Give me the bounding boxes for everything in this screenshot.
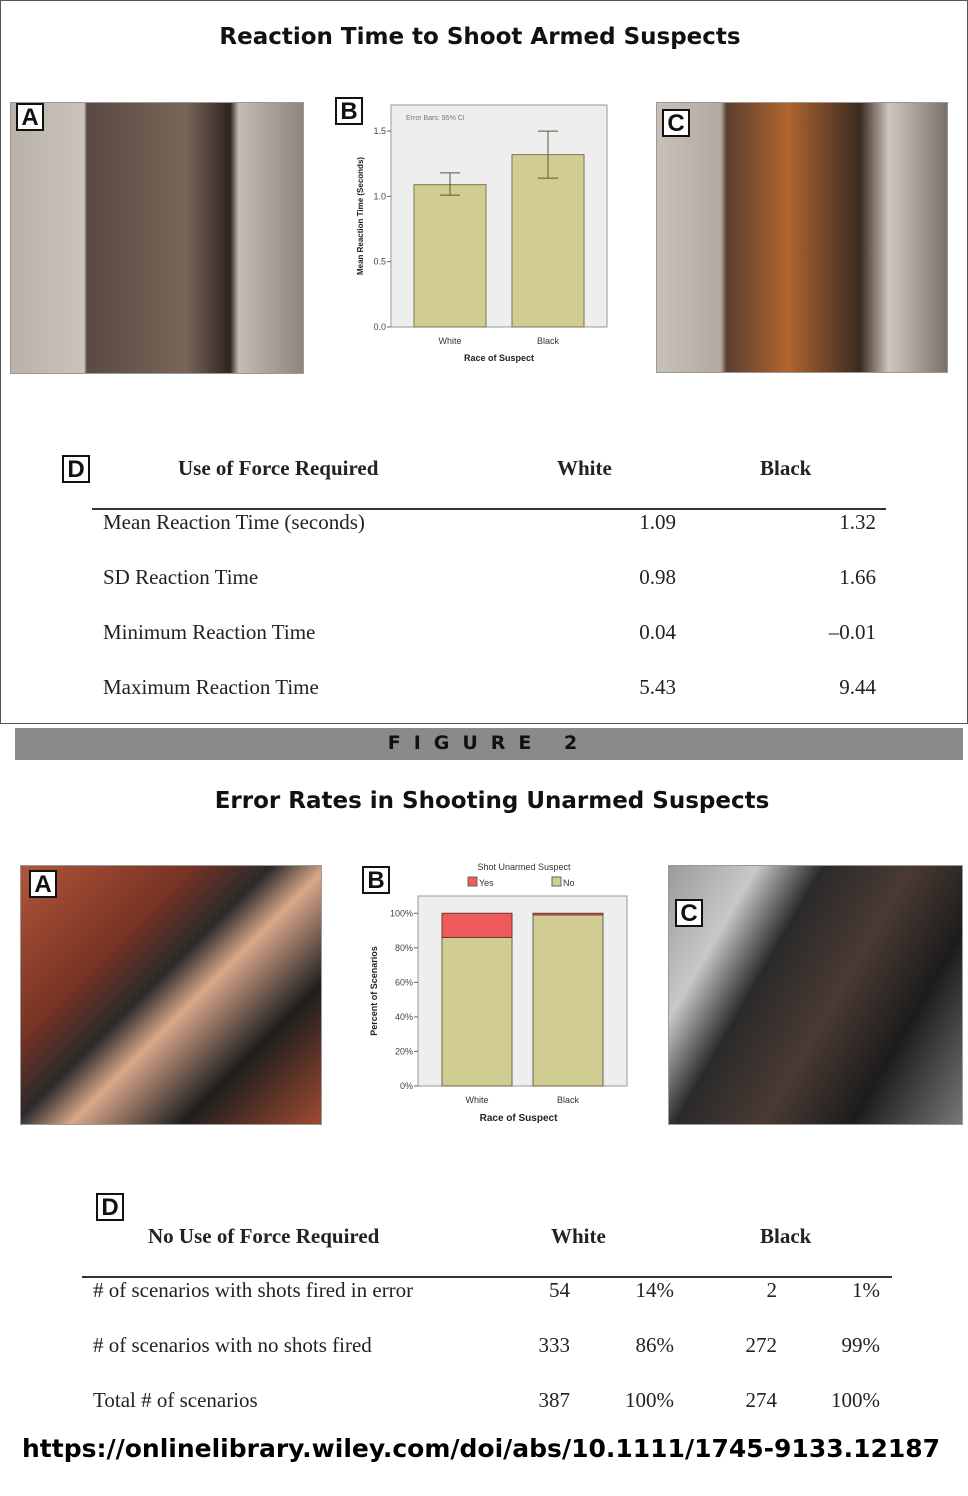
panel-label-c: C [662,109,690,137]
black-count: 274 [745,1388,778,1412]
table1-header-label: Use of Force Required [178,456,379,480]
figure-banner: FIGURE 2 [15,728,963,760]
y-tick-label: 1.0 [373,191,386,201]
table2-header-black: Black [760,1224,812,1248]
white-count: 54 [549,1278,570,1302]
panel-label-b: B [335,97,363,125]
white-percent: 86% [635,1333,675,1357]
y-axis-label: Percent of Scenarios [369,946,379,1036]
black-percent: 1% [852,1278,880,1302]
white-percent: 100% [625,1388,674,1412]
bar-white [413,184,487,328]
white-count: 387 [538,1388,571,1412]
white-value: 0.98 [639,565,676,589]
legend-label-yes: Yes [479,878,494,888]
black-percent: 99% [841,1333,881,1357]
figure-banner-text: FIGURE 2 [387,732,591,754]
y-tick-label: 0.5 [373,257,386,267]
y-tick-label: 100% [390,908,413,918]
photo-black-suspect-unarmed [668,865,963,1125]
panel-label-d2: D [96,1193,124,1221]
x-tick-label: Black [557,1095,580,1105]
figure-2-title: Error Rates in Shooting Unarmed Suspects [214,788,770,814]
reaction-time-chart: Error Bars: 95% CI 0.0 0.5 1.0 1.5 White Black… [356,104,608,363]
row-label: Mean Reaction Time (seconds) [103,510,365,534]
y-tick-label: 80% [395,943,413,953]
y-axis-label: Mean Reaction Time (Seconds) [356,157,365,275]
bar-no-black [532,914,604,1087]
table1-header-white: White [557,456,612,480]
bar-yes-white [441,912,513,938]
row-label: # of scenarios with no shots fired [93,1333,372,1357]
black-value: 1.66 [839,565,876,589]
white-value: 0.04 [639,620,676,644]
error-bar-annotation: Error Bars: 95% CI [406,115,465,122]
black-value: 9.44 [839,675,876,699]
table2-header-label: No Use of Force Required [148,1224,380,1248]
row-label: # of scenarios with shots fired in error [93,1278,414,1302]
white-percent: 14% [635,1278,675,1302]
panel-label-a2: A [29,870,57,898]
row-label: SD Reaction Time [103,565,259,589]
table2-rule [82,1276,892,1278]
legend-title: Shot Unarmed Suspect [477,862,571,872]
panel-label-a: A [16,103,44,131]
x-tick-label: White [465,1095,488,1105]
bar-no-white [441,936,513,1087]
bar-black [511,154,585,328]
table2-header-white: White [551,1224,606,1248]
y-tick-label: 0% [400,1081,413,1091]
x-tick-label: Black [537,336,560,346]
row-label: Total # of scenarios [93,1388,258,1412]
y-tick-label: 40% [395,1012,413,1022]
photo-black-suspect-armed [656,102,948,373]
table1-header-black: Black [760,456,812,480]
legend-swatch-yes [467,876,478,887]
white-value: 5.43 [639,675,676,699]
y-tick-label: 20% [395,1046,413,1056]
black-value: 1.32 [839,510,876,534]
legend-label-no: No [563,878,575,888]
y-tick-label: 0.0 [373,322,386,332]
figure-1-title: Reaction Time to Shoot Armed Suspects [219,24,741,50]
black-count: 272 [745,1333,778,1357]
table1-rule [92,508,886,510]
photo-white-suspect-unarmed [20,865,322,1125]
row-label: Minimum Reaction Time [103,620,316,644]
panel-label-d: D [62,455,90,483]
white-value: 1.09 [639,510,676,534]
white-count: 333 [538,1333,571,1357]
source-url[interactable]: https://onlinelibrary.wiley.com/doi/abs/… [22,1434,941,1463]
black-count: 2 [766,1278,778,1302]
y-tick-label: 1.5 [373,126,386,136]
black-value: –0.01 [828,620,876,644]
y-tick-label: 60% [395,977,413,987]
row-label: Maximum Reaction Time [103,675,319,699]
error-rate-chart: Shot Unarmed Suspect Yes No 0% 20% 40% 60% 80% 1… [369,862,628,1124]
panel-label-c2: C [675,899,703,927]
photo-white-suspect-armed [10,102,304,374]
black-percent: 100% [831,1388,880,1412]
bar-yes-black [532,912,604,916]
panel-label-b2: B [362,866,390,894]
legend-swatch-no [551,876,562,887]
x-axis-label: Race of Suspect [464,353,534,363]
x-axis-label: Race of Suspect [480,1113,558,1124]
x-tick-label: White [438,336,461,346]
